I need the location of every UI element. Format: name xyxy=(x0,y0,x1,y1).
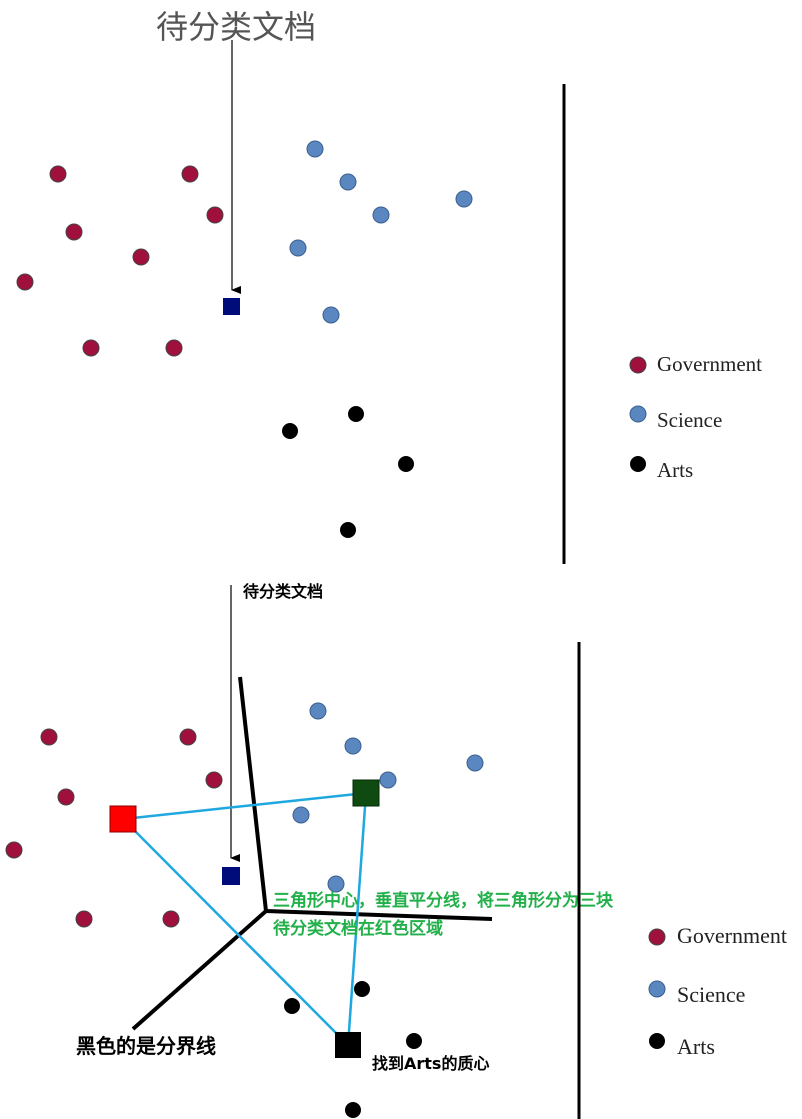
boundary-line-upper xyxy=(238,676,268,912)
boundary-line-lower xyxy=(131,909,268,1031)
boundary-line-right xyxy=(265,909,493,921)
triangle-edge-gov-arts xyxy=(122,818,349,1046)
boundary-lines xyxy=(131,676,493,1031)
centroid-triangle xyxy=(122,791,368,1046)
government-point xyxy=(40,728,58,746)
government-point xyxy=(181,165,199,183)
legend-arts-marker xyxy=(630,456,646,472)
government-point xyxy=(5,841,23,859)
legend-science-marker xyxy=(629,405,647,423)
bottom-doc-label: 待分类文档 xyxy=(243,582,323,601)
legend-arts-label: Arts xyxy=(657,458,693,482)
arts-point xyxy=(398,456,414,472)
legend-government-marker xyxy=(648,928,666,946)
science-point xyxy=(289,239,307,257)
top-panel: 待分类文档 xyxy=(16,9,762,564)
arts-centroid-label: 找到Arts的质心 xyxy=(372,1054,489,1073)
arts-point xyxy=(406,1033,422,1049)
government-point xyxy=(57,788,75,806)
government-point xyxy=(162,910,180,928)
top-government-points xyxy=(16,165,224,357)
science-point xyxy=(306,140,324,158)
government-point xyxy=(205,771,223,789)
bottom-unclassified-doc xyxy=(222,867,240,885)
bottom-legend: Government Science Arts xyxy=(648,923,787,1059)
legend-science-marker xyxy=(648,980,666,998)
annotation-line-2: 待分类文档在红色区域 xyxy=(273,918,443,939)
government-point xyxy=(179,728,197,746)
arts-point xyxy=(284,998,300,1014)
arts-centroid xyxy=(335,1032,361,1058)
top-title: 待分类文档 xyxy=(156,9,316,45)
science-point xyxy=(372,206,390,224)
legend-government-marker xyxy=(629,356,647,374)
science-point xyxy=(327,875,345,893)
bottom-government-points xyxy=(5,728,223,928)
triangle-edge-gov-sci xyxy=(122,791,367,821)
science-point xyxy=(344,737,362,755)
science-point xyxy=(322,306,340,324)
legend-arts-marker xyxy=(649,1033,665,1049)
government-point xyxy=(82,339,100,357)
annotation-line-1: 三角形中心，垂直平分线，将三角形分为三块 xyxy=(273,890,614,911)
triangle-edge-sci-arts xyxy=(346,792,368,1046)
government-point xyxy=(49,165,67,183)
science-point xyxy=(339,173,357,191)
bottom-arts-points xyxy=(284,981,422,1118)
arts-point xyxy=(354,981,370,997)
government-centroid xyxy=(109,805,137,833)
science-point xyxy=(466,754,484,772)
science-point xyxy=(292,806,310,824)
legend-arts-label: Arts xyxy=(677,1034,715,1059)
arts-point xyxy=(282,423,298,439)
arts-point xyxy=(340,522,356,538)
legend-government-label: Government xyxy=(677,923,787,948)
government-point xyxy=(132,248,150,266)
government-point xyxy=(16,273,34,291)
science-point xyxy=(379,771,397,789)
legend-science-label: Science xyxy=(677,982,745,1007)
boundary-label: 黑色的是分界线 xyxy=(76,1034,216,1058)
legend-science-label: Science xyxy=(657,408,722,432)
government-point xyxy=(206,206,224,224)
arts-point xyxy=(345,1102,361,1118)
government-point xyxy=(75,910,93,928)
top-arts-points xyxy=(282,406,414,538)
bottom-panel: 待分类文档 xyxy=(5,582,787,1119)
top-legend: Government Science Arts xyxy=(629,352,762,482)
top-science-points xyxy=(289,140,473,324)
government-point xyxy=(65,223,83,241)
arts-point xyxy=(348,406,364,422)
bottom-science-points xyxy=(292,702,484,893)
science-point xyxy=(455,190,473,208)
government-point xyxy=(165,339,183,357)
legend-government-label: Government xyxy=(657,352,762,376)
top-unclassified-doc xyxy=(223,298,240,315)
science-point xyxy=(309,702,327,720)
science-centroid xyxy=(352,779,380,807)
